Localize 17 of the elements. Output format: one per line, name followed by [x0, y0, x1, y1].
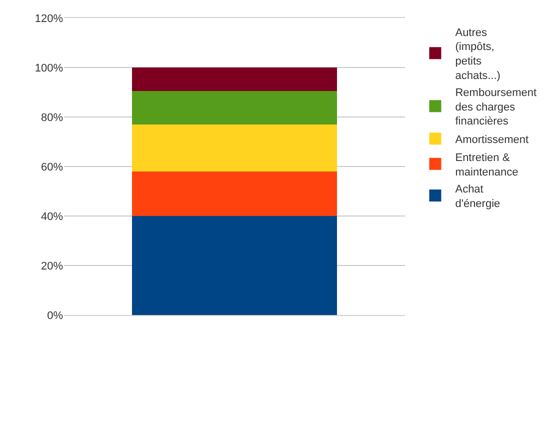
y-tick-label: 20% — [40, 260, 64, 272]
y-tick-label: 40% — [40, 210, 64, 223]
bar — [132, 124, 337, 172]
y-tick-label: 60% — [40, 161, 64, 174]
legend-label: Amortissement — [455, 134, 529, 146]
legend-label: Remboursement des charges financières — [455, 87, 537, 128]
legend-label: Achat d'énergie — [455, 184, 500, 210]
bar — [132, 171, 337, 216]
legend-label: Autres (impôts, petits achats...) — [455, 26, 500, 82]
bar — [132, 68, 337, 92]
y-tick-label: 100% — [34, 62, 64, 74]
y-tick-label: 120% — [34, 12, 64, 25]
bar — [132, 216, 337, 315]
y-tick-label: 0% — [47, 310, 64, 322]
legend-label: Entretien & maintenance — [455, 152, 518, 178]
y-tick-label: 80% — [40, 112, 64, 124]
bar — [132, 91, 337, 124]
